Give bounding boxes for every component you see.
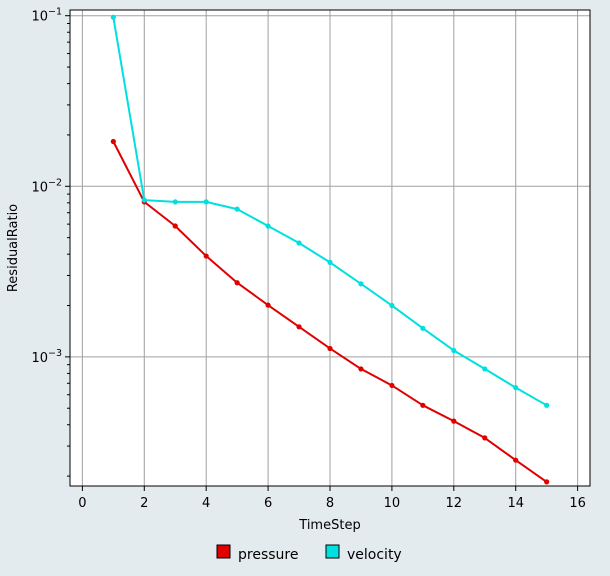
grid	[70, 10, 590, 486]
legend-label-pressure: pressure	[238, 547, 298, 563]
data-point-pressure	[327, 345, 333, 352]
data-point-velocity	[296, 240, 302, 246]
legend-label-velocity: velocity	[347, 547, 402, 563]
y-tick-label: 10−1	[31, 7, 62, 25]
data-point-velocity	[420, 325, 426, 331]
data-point-pressure	[110, 138, 116, 145]
data-point-pressure	[203, 253, 209, 259]
x-tick-label: 14	[507, 496, 524, 511]
series-layer	[110, 14, 550, 485]
axes: 0 2 4 6 8 10 12 14 16 10−3 10−2 10−1	[31, 7, 585, 511]
data-point-velocity	[265, 223, 271, 229]
data-point-pressure	[172, 223, 178, 229]
data-point-velocity	[451, 347, 457, 354]
data-point-pressure	[234, 280, 240, 286]
data-point-pressure	[296, 324, 302, 330]
data-point-velocity	[482, 366, 488, 372]
legend-swatch-pressure	[216, 544, 231, 559]
x-tick-label: 4	[202, 496, 210, 511]
x-tick-label: 10	[384, 496, 401, 511]
legend: pressure velocity	[216, 544, 402, 563]
data-point-velocity	[389, 302, 395, 309]
data-point-pressure	[482, 435, 488, 441]
data-point-velocity	[327, 259, 333, 265]
data-point-pressure	[265, 302, 271, 308]
data-point-pressure	[544, 479, 550, 485]
y-tick-label: 10−2	[31, 177, 62, 195]
data-point-pressure	[389, 382, 395, 389]
x-tick-label: 8	[326, 496, 334, 511]
data-point-velocity	[172, 199, 178, 205]
x-tick-label: 6	[264, 496, 272, 511]
data-point-velocity	[358, 281, 364, 287]
data-point-velocity	[203, 199, 209, 205]
x-tick-label: 0	[78, 496, 86, 511]
x-tick-label: 16	[569, 496, 586, 511]
x-axis-label: TimeStep	[298, 518, 360, 533]
data-point-velocity	[234, 206, 240, 212]
data-point-velocity	[513, 385, 519, 391]
data-point-pressure	[358, 366, 364, 372]
x-tick-label: 2	[140, 496, 148, 511]
x-tick-label: 12	[446, 496, 463, 511]
y-tick-label: 10−3	[31, 348, 62, 366]
data-point-velocity	[544, 402, 550, 408]
legend-swatch-velocity	[325, 544, 340, 559]
data-point-pressure	[513, 457, 519, 463]
data-point-velocity	[110, 14, 116, 20]
y-axis-label: ResidualRatio	[6, 204, 21, 292]
data-point-pressure	[451, 418, 457, 424]
data-point-pressure	[420, 402, 426, 408]
data-point-velocity	[141, 197, 147, 203]
